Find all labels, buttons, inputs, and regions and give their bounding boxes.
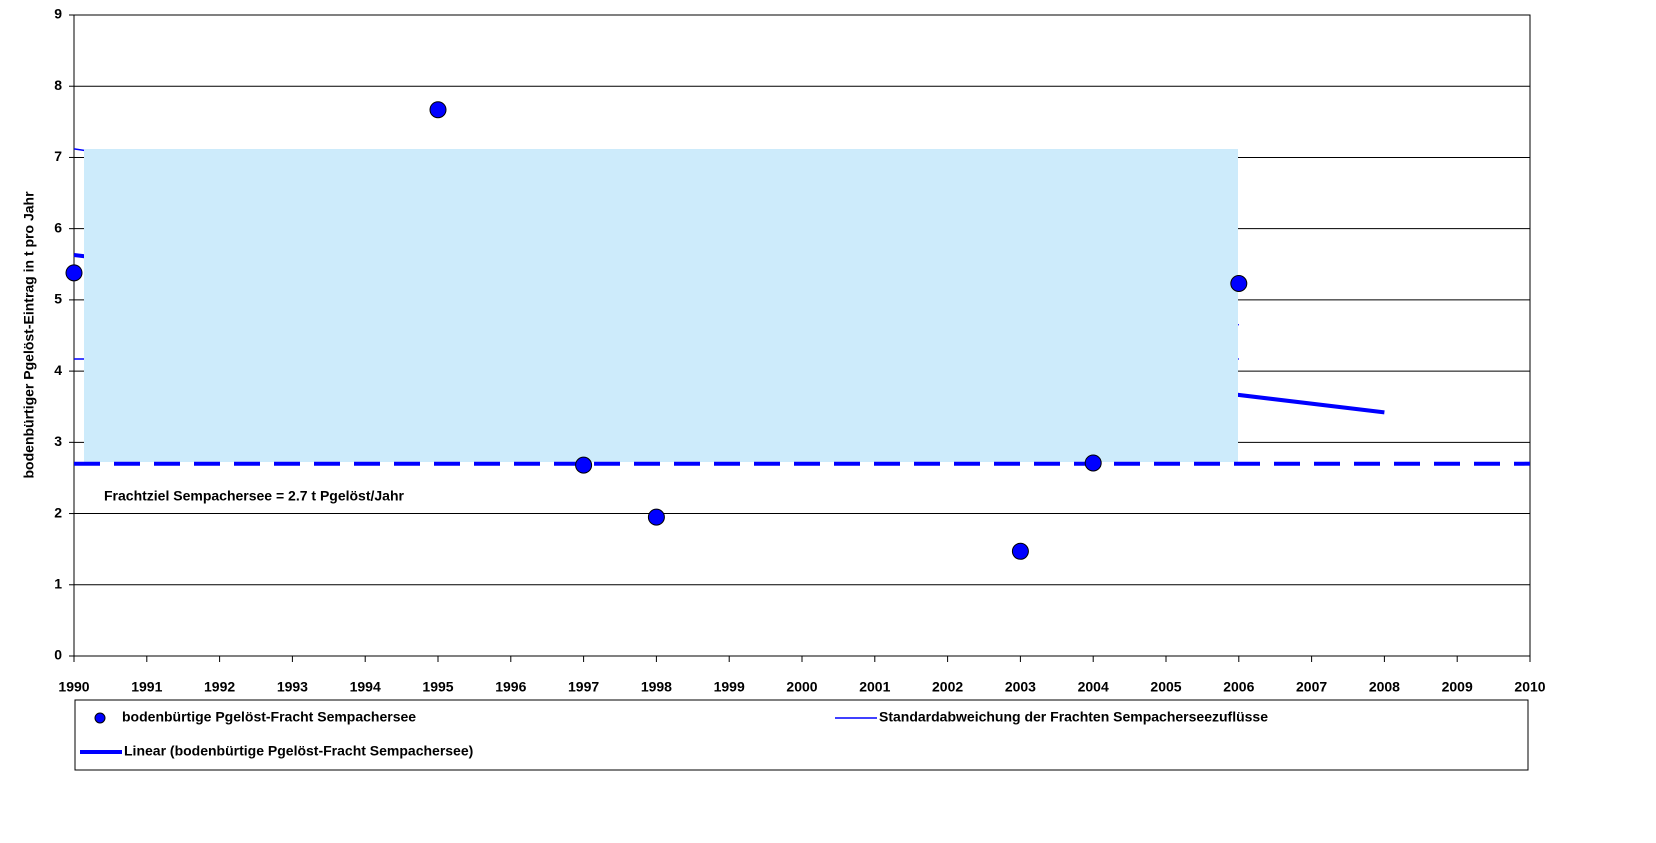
front: Frachtziel Sempachersee = 2.7 t Pgelöst/… xyxy=(65,101,1530,560)
point xyxy=(1011,542,1029,560)
x-tick-label: 1998 xyxy=(641,679,672,695)
overlay-box xyxy=(84,149,1238,462)
x-tick-label: 1992 xyxy=(204,679,235,695)
x-tick-label: 1994 xyxy=(350,679,381,695)
x-tick-label: 1999 xyxy=(714,679,745,695)
y-tick-label: 1 xyxy=(54,575,62,591)
x-tick-label: 2004 xyxy=(1078,679,1109,695)
point xyxy=(1084,454,1102,472)
point xyxy=(647,508,665,526)
legend-box xyxy=(74,699,1529,771)
legend-label: Standardabweichung der Frachten Sempache… xyxy=(879,709,1268,725)
y-tick-label: 2 xyxy=(54,504,62,520)
legend-marker xyxy=(94,712,106,724)
x-tick-label: 2006 xyxy=(1223,679,1254,695)
x-tick-label: 2009 xyxy=(1442,679,1473,695)
x-tick-label: 2007 xyxy=(1296,679,1327,695)
x-tick-label: 2001 xyxy=(859,679,890,695)
x-tick-label: 1993 xyxy=(277,679,308,695)
y-tick-label: 9 xyxy=(54,6,62,22)
x-tick-label: 1996 xyxy=(495,679,526,695)
y-tick-label: 5 xyxy=(54,291,62,307)
y-tick-label: 7 xyxy=(54,148,62,164)
x-tick-label: 1997 xyxy=(568,679,599,695)
x-tick-label: 2002 xyxy=(932,679,963,695)
y-tick-label: 3 xyxy=(54,433,62,449)
x-tick-label: 1995 xyxy=(422,679,453,695)
y-tick-label: 4 xyxy=(54,362,62,378)
x-tick-label: 2003 xyxy=(1005,679,1036,695)
y-axis-label: bodenbürtiger Pgelöst-Eintrag in t pro J… xyxy=(21,191,37,479)
x-tick-label: 2005 xyxy=(1150,679,1181,695)
x-tick-label: 2000 xyxy=(786,679,817,695)
y-tick-label: 8 xyxy=(54,77,62,93)
x-tick-label: 2010 xyxy=(1514,679,1545,695)
x-tick-label: 2008 xyxy=(1369,679,1400,695)
point xyxy=(1230,275,1248,293)
point xyxy=(575,456,593,474)
point xyxy=(429,101,447,119)
legend-label: Linear (bodenbürtige Pgelöst-Fracht Semp… xyxy=(124,743,473,759)
y-tick-label: 6 xyxy=(54,219,62,235)
y-tick-label: 0 xyxy=(54,647,62,663)
x-tick-label: 1990 xyxy=(58,679,89,695)
legend-label: bodenbürtige Pgelöst-Fracht Sempachersee xyxy=(122,709,416,725)
point xyxy=(65,264,83,282)
x-tick-label: 1991 xyxy=(131,679,162,695)
target-label: Frachtziel Sempachersee = 2.7 t Pgelöst/… xyxy=(104,487,405,503)
